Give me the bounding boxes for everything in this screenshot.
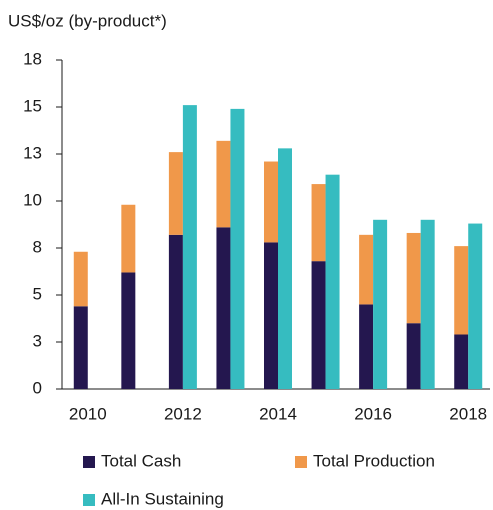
legend-swatch — [83, 456, 95, 468]
x-tick-label: 2014 — [259, 404, 297, 423]
bar — [325, 174, 340, 389]
bar — [73, 251, 88, 307]
y-tick-label: 8 — [33, 237, 42, 256]
y-tick-label: 0 — [33, 378, 42, 397]
legend-swatch — [295, 456, 307, 468]
x-tick-label: 2012 — [164, 404, 202, 423]
x-tick-label: 2018 — [449, 404, 487, 423]
legend-label: Total Production — [313, 451, 435, 470]
y-tick-label: 10 — [23, 190, 42, 209]
x-tick-label: 2010 — [69, 404, 107, 423]
bar — [454, 246, 469, 335]
y-tick-label: 3 — [33, 331, 42, 350]
bar — [168, 234, 183, 389]
bar — [216, 227, 231, 389]
y-tick-label: 5 — [33, 284, 42, 303]
y-tick-label: 15 — [23, 96, 42, 115]
bar — [182, 105, 197, 390]
bar — [373, 219, 388, 389]
bar — [406, 323, 421, 389]
chart-title: US$/oz (by-product*) — [8, 11, 167, 30]
bar — [359, 234, 374, 305]
bar — [264, 242, 278, 389]
bar — [264, 161, 278, 243]
legend-label: Total Cash — [101, 451, 181, 470]
y-tick-label: 18 — [23, 49, 42, 68]
bar — [278, 148, 292, 389]
bar — [230, 108, 245, 389]
bar — [121, 272, 136, 389]
bar — [406, 232, 421, 324]
x-tick-label: 2016 — [354, 404, 392, 423]
bar — [454, 334, 469, 389]
bar — [311, 184, 326, 262]
bar — [420, 219, 435, 389]
bar — [468, 223, 483, 389]
bar — [311, 261, 326, 389]
bar — [168, 152, 183, 235]
bar — [359, 304, 374, 389]
bar — [216, 140, 231, 228]
legend-swatch — [83, 494, 95, 506]
y-tick-label: 13 — [23, 143, 42, 162]
legend-label: All-In Sustaining — [101, 489, 224, 508]
bar — [121, 204, 136, 273]
bar — [73, 306, 88, 389]
